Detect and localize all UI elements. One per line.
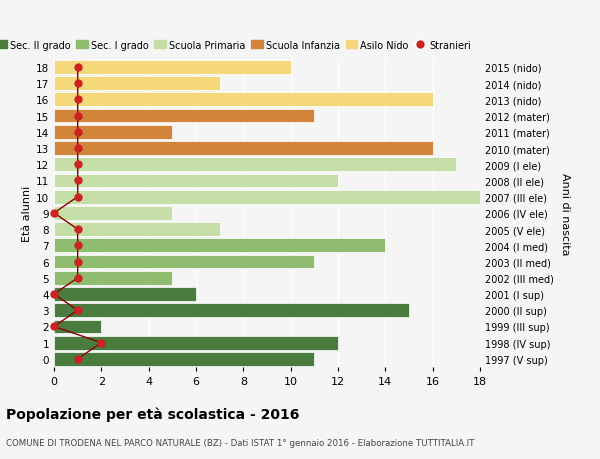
- Bar: [54, 126, 172, 140]
- Bar: [54, 93, 433, 107]
- Point: [73, 96, 82, 104]
- Point: [73, 194, 82, 201]
- Bar: [54, 223, 220, 236]
- Bar: [54, 255, 314, 269]
- Point: [73, 129, 82, 136]
- Point: [73, 112, 82, 120]
- Text: Popolazione per età scolastica - 2016: Popolazione per età scolastica - 2016: [6, 406, 299, 421]
- Point: [73, 64, 82, 72]
- Bar: [54, 109, 314, 123]
- Point: [73, 80, 82, 88]
- Text: COMUNE DI TRODENA NEL PARCO NATURALE (BZ) - Dati ISTAT 1° gennaio 2016 - Elabora: COMUNE DI TRODENA NEL PARCO NATURALE (BZ…: [6, 438, 475, 448]
- Bar: [54, 77, 220, 91]
- Y-axis label: Anni di nascita: Anni di nascita: [560, 172, 571, 255]
- Point: [73, 177, 82, 185]
- Point: [73, 145, 82, 152]
- Bar: [54, 190, 480, 204]
- Bar: [54, 352, 314, 366]
- Point: [73, 355, 82, 363]
- Bar: [54, 287, 196, 301]
- Point: [73, 242, 82, 250]
- Legend: Sec. II grado, Sec. I grado, Scuola Primaria, Scuola Infanzia, Asilo Nido, Stran: Sec. II grado, Sec. I grado, Scuola Prim…: [0, 37, 475, 55]
- Point: [73, 226, 82, 233]
- Point: [73, 307, 82, 314]
- Y-axis label: Età alunni: Età alunni: [22, 185, 32, 241]
- Bar: [54, 158, 457, 172]
- Point: [49, 210, 59, 217]
- Point: [73, 274, 82, 282]
- Bar: [54, 61, 290, 75]
- Bar: [54, 304, 409, 318]
- Bar: [54, 336, 338, 350]
- Bar: [54, 320, 101, 334]
- Bar: [54, 174, 338, 188]
- Point: [73, 258, 82, 266]
- Point: [97, 339, 106, 347]
- Point: [49, 323, 59, 330]
- Point: [73, 161, 82, 168]
- Bar: [54, 239, 385, 253]
- Bar: [54, 207, 172, 220]
- Bar: [54, 271, 172, 285]
- Bar: [54, 142, 433, 156]
- Point: [49, 291, 59, 298]
